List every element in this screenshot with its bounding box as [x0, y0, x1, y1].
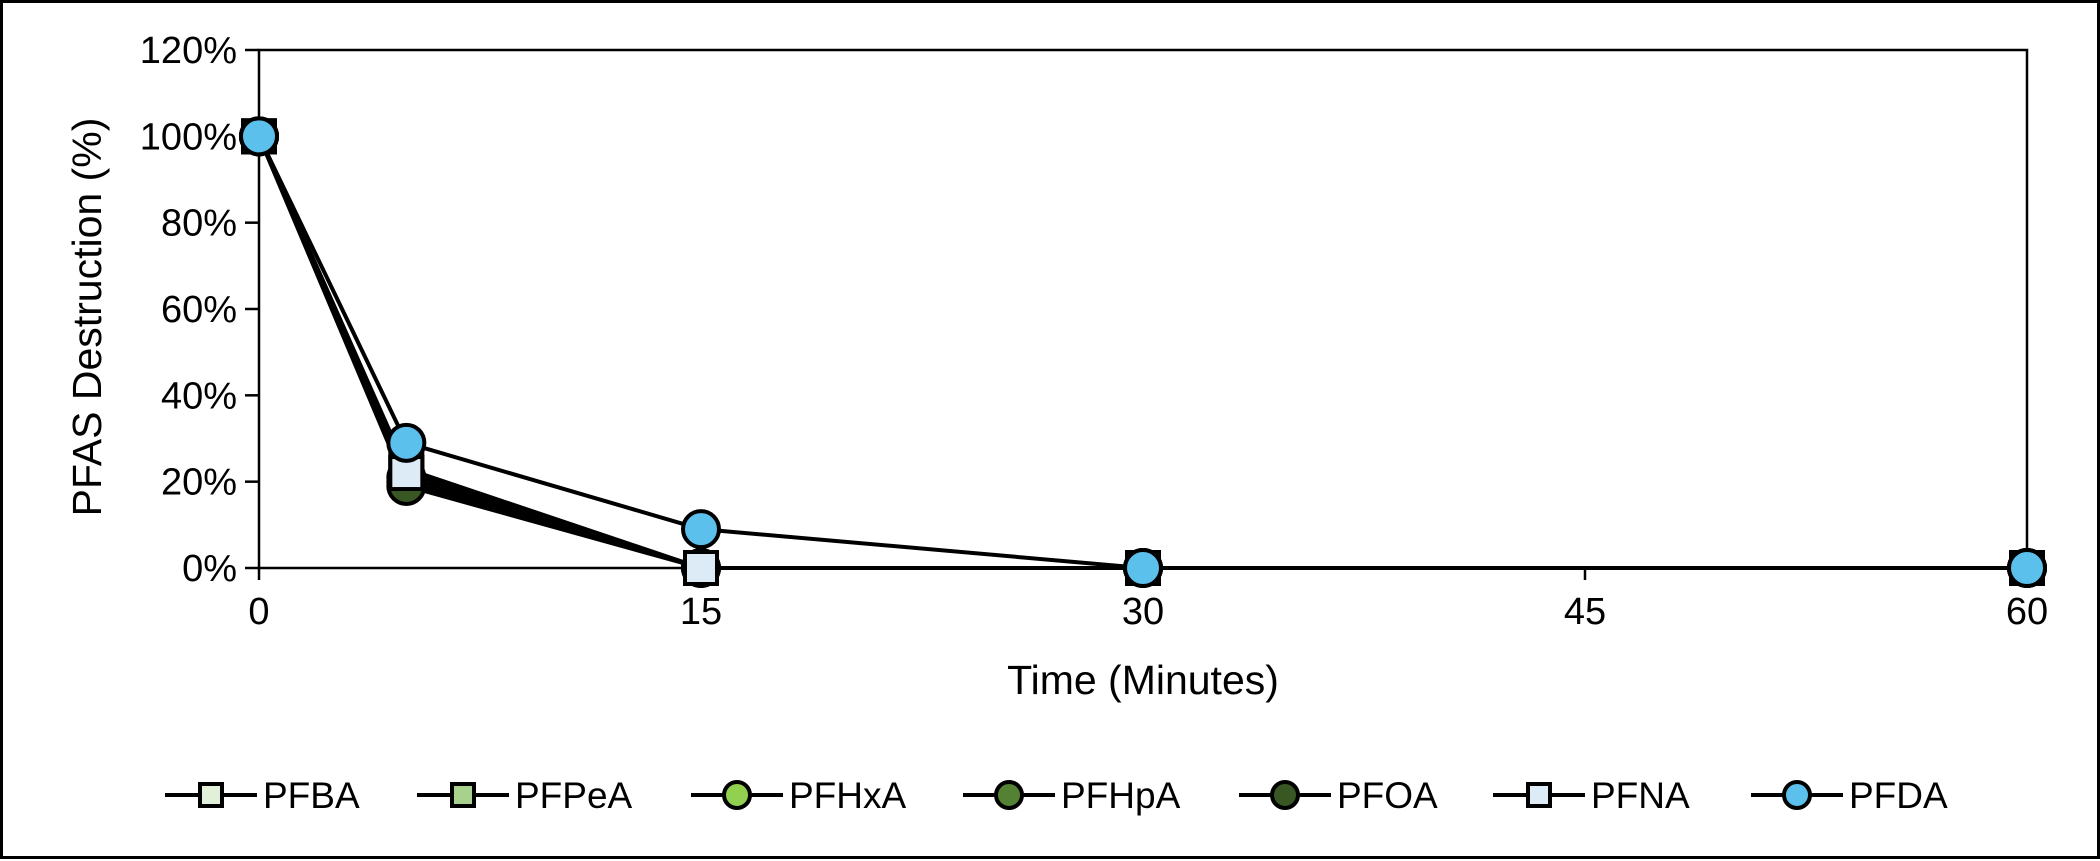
legend-marker — [994, 780, 1024, 810]
data-series — [239, 116, 2047, 588]
y-axis-title: PFAS Destruction (%) — [64, 118, 110, 517]
series-line — [257, 135, 2027, 570]
y-axis-ticks: 0% 20% 40% 60% 80% 100% 120% — [140, 30, 259, 590]
y-tick-label: 80% — [161, 203, 237, 245]
plot-area-border — [257, 48, 2029, 570]
data-point — [239, 116, 279, 157]
legend: PFBA PFPeA PFHxA PFHpA PFOA PFNA PFDA — [165, 775, 1948, 816]
series-line — [257, 135, 2027, 570]
legend-label: PFBA — [263, 775, 360, 816]
legend-label: PFHxA — [789, 775, 907, 816]
plot-area — [257, 48, 2029, 570]
data-point — [386, 422, 427, 463]
legend-label: PFHpA — [1061, 775, 1181, 816]
legend-label: PFOA — [1337, 775, 1438, 816]
legend-entry-pfoa: PFOA — [1239, 775, 1438, 816]
series-line — [257, 135, 2027, 570]
legend-label: PFPeA — [515, 775, 633, 816]
legend-marker — [722, 780, 752, 810]
series-line — [257, 135, 2027, 570]
line-chart: 0% 20% 40% 60% 80% 100% 120% 0 15 30 45 60 Time (M… — [64, 30, 2048, 816]
data-point — [681, 509, 721, 550]
legend-entry-pfpea: PFPeA — [417, 775, 633, 816]
legend-entry-pfda: PFDA — [1751, 775, 1948, 816]
legend-marker — [198, 782, 224, 808]
legend-marker — [1526, 782, 1552, 808]
series-line — [257, 135, 2027, 570]
x-axis-title: Time (Minutes) — [1007, 657, 1279, 703]
series-line — [257, 135, 2027, 570]
data-point — [683, 550, 719, 586]
x-tick-label: 60 — [2006, 591, 2048, 633]
legend-label: PFNA — [1591, 775, 1690, 816]
series-line — [257, 135, 2027, 570]
x-axis-ticks: 0 15 30 45 60 — [248, 568, 2048, 633]
y-tick-label: 120% — [140, 30, 237, 72]
y-tick-label: 60% — [161, 289, 237, 331]
legend-entry-pfba: PFBA — [165, 775, 360, 816]
legend-entry-pfhxa: PFHxA — [691, 775, 907, 816]
y-tick-label: 0% — [182, 548, 237, 590]
x-tick-label: 30 — [1122, 591, 1164, 633]
legend-entry-pfna: PFNA — [1493, 775, 1690, 816]
x-tick-label: 0 — [248, 591, 269, 633]
y-tick-label: 100% — [140, 116, 237, 158]
legend-entry-pfhpa: PFHpA — [963, 775, 1181, 816]
legend-marker — [450, 782, 476, 808]
data-point — [2007, 548, 2047, 588]
y-tick-label: 40% — [161, 375, 237, 417]
legend-marker — [1270, 780, 1300, 810]
x-tick-label: 45 — [1564, 591, 1606, 633]
legend-label: PFDA — [1849, 775, 1948, 816]
series-pfda — [239, 116, 2047, 588]
y-tick-label: 20% — [161, 462, 237, 504]
series-pfoa — [239, 116, 2047, 588]
legend-marker — [1782, 780, 1812, 810]
data-point — [1123, 548, 1163, 588]
x-tick-label: 15 — [680, 591, 722, 633]
